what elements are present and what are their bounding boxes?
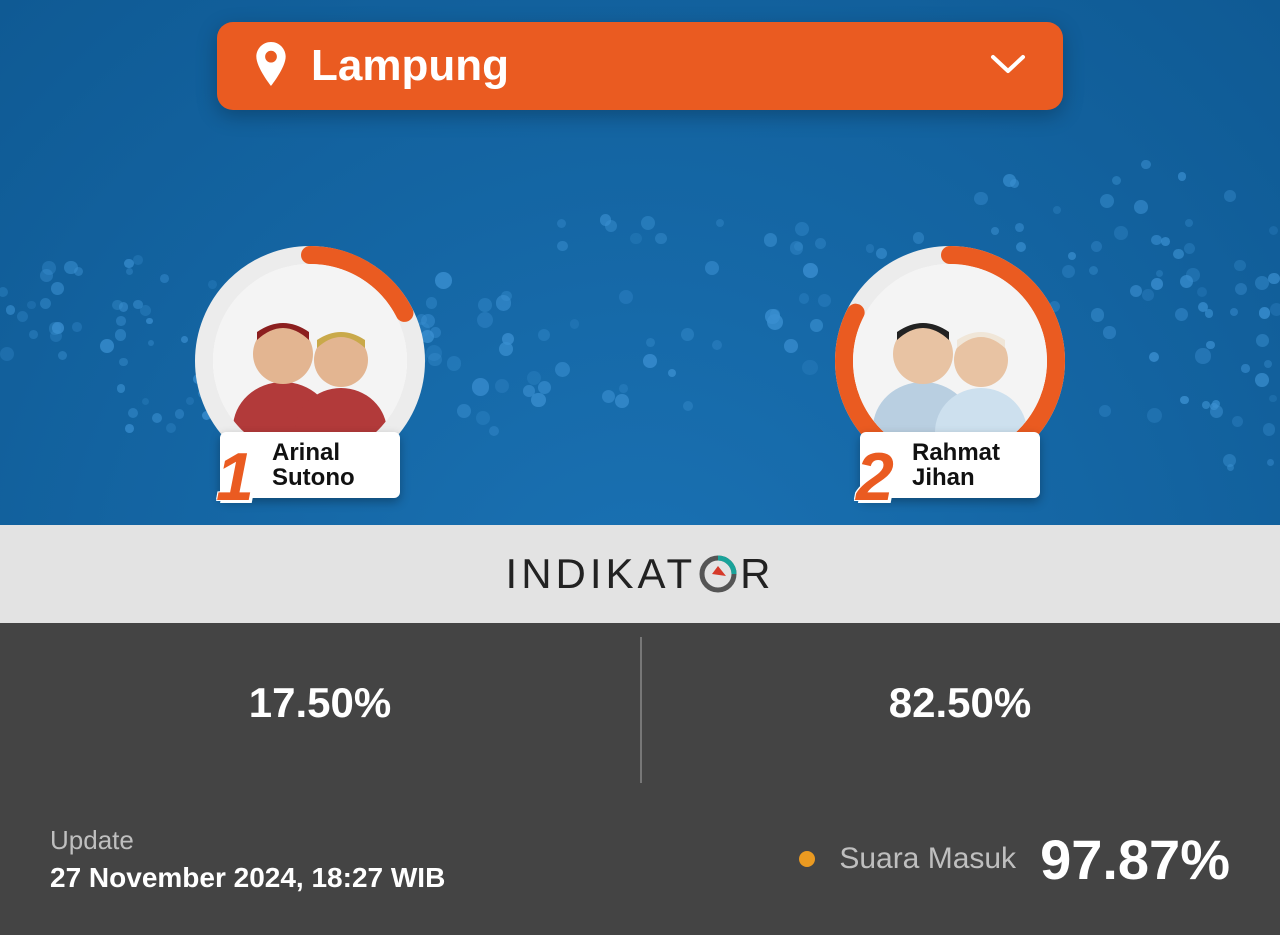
candidate-ring: 1 Arinal Sutono — [195, 246, 425, 476]
candidate1-percentage: 17.50% — [0, 623, 640, 783]
brand-text-after: R — [740, 550, 774, 598]
update-timestamp: 27 November 2024, 18:27 WIB — [50, 862, 799, 894]
footer-row: Update 27 November 2024, 18:27 WIB Suara… — [0, 783, 1280, 935]
candidate2-percentage: 82.50% — [640, 623, 1280, 783]
percentage-row: 17.50% 82.50% — [0, 623, 1280, 783]
update-block: Update 27 November 2024, 18:27 WIB — [50, 825, 799, 894]
results-panel: INDIKAT R 17.50% 82.50% Update 27 Novemb… — [0, 525, 1280, 935]
candidate-photo — [853, 264, 1047, 458]
suara-masuk-value: 97.87% — [1040, 827, 1230, 892]
candidate-name-line1: Arinal — [272, 440, 382, 465]
brand-logo: INDIKAT R — [506, 550, 775, 598]
region-label: Lampung — [311, 41, 989, 91]
candidate-2: 2 Rahmat Jihan — [820, 246, 1080, 476]
candidate-name-line2: Sutono — [272, 465, 382, 490]
location-pin-icon — [253, 42, 289, 91]
brand-o-icon — [698, 554, 738, 594]
candidate-photo — [213, 264, 407, 458]
suara-masuk-block: Suara Masuk 97.87% — [799, 827, 1230, 892]
region-selector[interactable]: Lampung — [217, 22, 1063, 110]
status-dot-icon — [799, 851, 815, 867]
brand-bar: INDIKAT R — [0, 525, 1280, 623]
brand-text-before: INDIKAT — [506, 550, 697, 598]
candidate-name-line2: Jihan — [912, 465, 1022, 490]
candidate-name-line1: Rahmat — [912, 440, 1022, 465]
candidate-name-card: 2 Rahmat Jihan — [860, 432, 1040, 498]
candidate-1: 1 Arinal Sutono — [180, 246, 440, 476]
candidate-ring: 2 Rahmat Jihan — [835, 246, 1065, 476]
update-label: Update — [50, 825, 799, 856]
candidate-number: 2 — [856, 454, 894, 502]
candidate-name-card: 1 Arinal Sutono — [220, 432, 400, 498]
chevron-down-icon — [989, 53, 1027, 80]
suara-masuk-label: Suara Masuk — [839, 842, 1016, 876]
candidates-panel: Lampung — [0, 0, 1280, 525]
candidate-number: 1 — [216, 454, 254, 502]
